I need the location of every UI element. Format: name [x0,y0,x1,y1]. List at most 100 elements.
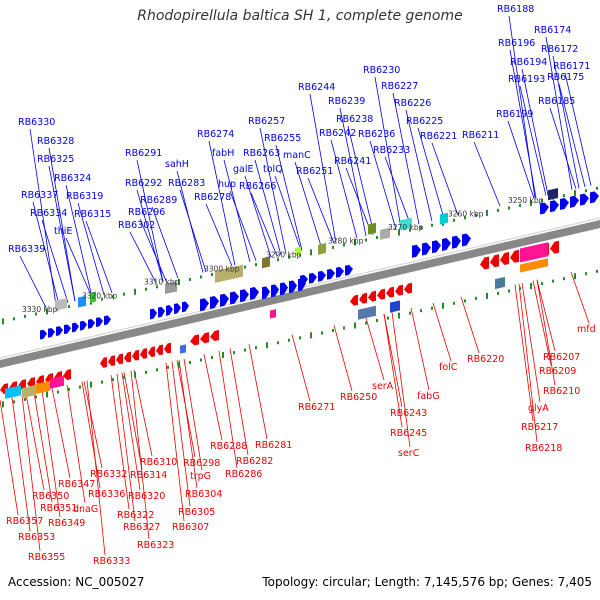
label-connector [383,313,403,408]
reverse-gene [100,357,107,368]
reverse-gene-label: RB6243 [390,408,427,419]
reverse-gene [404,282,412,294]
label-connector [208,140,236,266]
tick-mark-lower [200,358,202,362]
forward-gene-label: RB6174 [534,25,571,36]
tick-mark-upper [211,273,213,277]
label-connector [21,395,41,552]
forward-gene-label: RB6226 [394,98,431,109]
reverse-gene-label: RB6327 [123,522,160,533]
forward-gene-label: RB6251 [296,166,333,177]
tick-mark-upper [277,258,279,262]
forward-gene-label: RB6175 [547,72,584,83]
tick-mark-upper [112,295,114,299]
label-connector [518,283,538,443]
tick-mark-upper [541,199,543,203]
tick-mark-upper [332,245,334,249]
scale-tick-label: 3330 kbp [22,305,58,314]
tick-mark-upper [35,312,37,316]
label-connector [369,140,397,230]
label-connector [460,296,480,354]
tick-mark-upper [343,243,345,247]
forward-gene [88,319,95,329]
tick-mark-upper [68,305,70,309]
forward-gene-label: RB6239 [328,96,365,107]
tick-mark-lower [486,292,488,299]
feature-block [495,276,505,290]
tick-mark-upper [310,249,312,256]
reverse-gene-label: RB6347 [58,479,95,490]
reverse-gene-label: RB6250 [340,392,377,403]
label-connector [25,394,45,491]
forward-gene [72,322,79,333]
tick-mark-lower [453,301,455,305]
feature-block [50,375,64,389]
reverse-gene-label: RB6245 [390,428,427,439]
label-connector [333,325,353,392]
tick-mark-lower [123,375,125,379]
tick-mark-lower [596,269,598,273]
reverse-gene-label: RB6310 [140,457,177,468]
scale-tick-label: 3310 kbp [144,278,180,287]
label-connector [536,279,556,386]
reverse-gene-label: RB6304 [185,489,222,500]
label-connector [123,372,143,470]
label-connector [509,49,537,199]
label-connector [179,189,207,272]
tick-mark-upper [431,223,433,227]
reverse-gene-label: serC [398,448,420,459]
feature-block [380,227,390,240]
reverse-gene-label: RB6349 [48,518,85,529]
label-connector [85,220,113,294]
forward-gene-label: RB6337 [21,190,58,201]
tick-mark-upper [519,204,521,208]
forward-gene [64,324,71,335]
forward-gene [104,315,111,326]
tick-mark-upper [497,208,499,212]
label-connector [294,161,322,247]
tick-mark-lower [530,283,532,290]
forward-gene-label: RB6188 [497,4,534,15]
feature-block [22,384,36,399]
label-connector [244,175,272,258]
label-connector [133,369,153,457]
tick-mark-lower [552,279,554,283]
label-connector [66,384,86,504]
tick-mark-lower [497,291,499,295]
forward-gene-label: RB6319 [66,191,103,202]
forward-gene [158,306,165,318]
label-connector [309,93,337,243]
label-connector [519,85,547,196]
reverse-gene [63,369,71,380]
reverse-gene-label: fabG [417,391,440,402]
reverse-gene [490,254,499,268]
reverse-gene-label: RB6353 [18,532,55,543]
label-connector [405,109,433,222]
forward-gene-label: RB6194 [510,57,547,68]
label-connectors [0,15,592,556]
tick-mark-lower [24,397,26,401]
label-connector [374,76,402,229]
forward-gene-label: RB6339 [8,244,45,255]
feature-block [180,344,186,354]
tick-mark-upper [475,213,477,217]
feature-block [262,256,270,269]
feature-block [520,258,548,273]
label-connector [11,397,31,532]
reverse-gene-label: RB6288 [210,441,247,452]
tick-mark-upper [13,317,15,321]
forward-gene [280,282,288,296]
label-connector [307,177,335,244]
tick-mark-upper [398,229,400,236]
forward-gene-label: sahH [165,159,189,170]
forward-gene [220,293,229,307]
reverse-gene-label: RB6217 [521,422,558,433]
reverse-gene-label: RB6322 [117,510,154,521]
forward-gene-label: thiE [54,226,72,237]
label-connector [507,120,535,199]
label-connector [552,55,580,189]
forward-gene-label: RB6233 [373,145,410,156]
label-connector [121,372,141,491]
tick-mark-upper [365,238,367,242]
